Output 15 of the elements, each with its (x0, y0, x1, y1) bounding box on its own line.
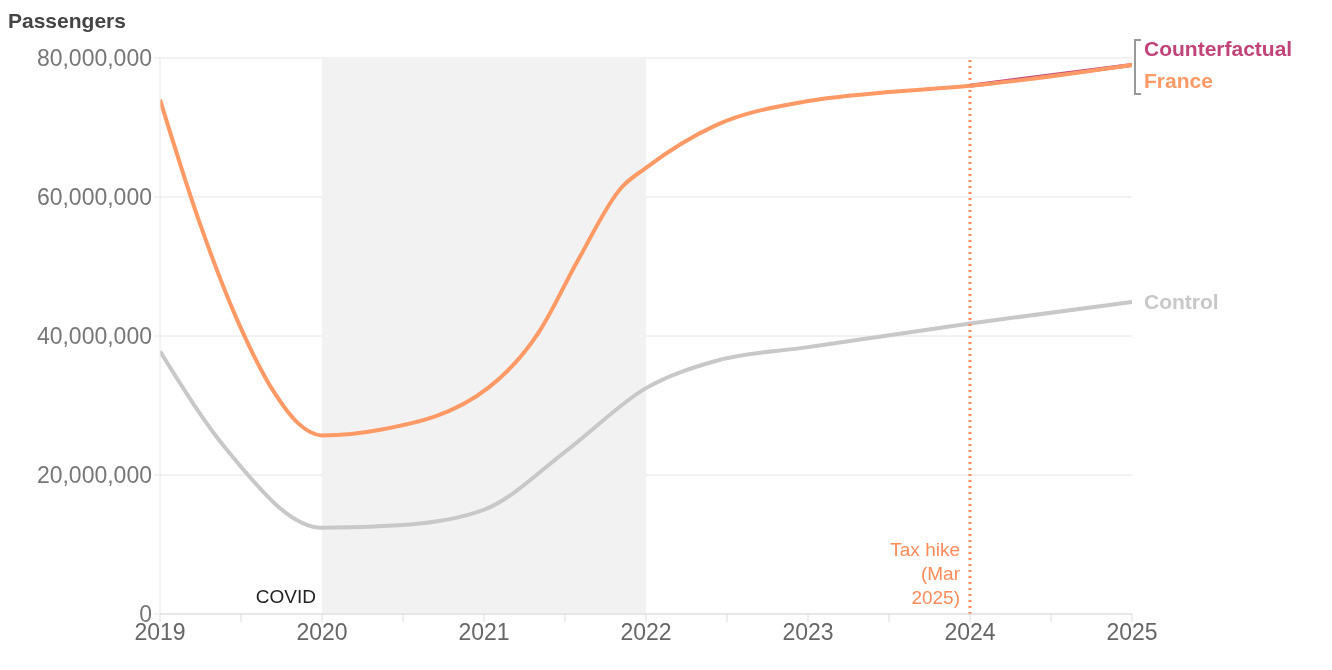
x-tick-label: 2025 (1106, 619, 1158, 646)
x-tick-label: 2022 (620, 619, 672, 646)
y-tick-label: 80,000,000 (36, 45, 152, 72)
y-axis-title: Passengers (8, 9, 126, 32)
band-label: COVID (254, 586, 316, 608)
y-tick-label: 40,000,000 (36, 323, 152, 350)
series-label: France (1144, 68, 1213, 93)
x-tick-label: 2021 (458, 619, 510, 646)
series-label: Counterfactual (1144, 36, 1293, 61)
ref-line-label: Tax hike (Mar 2025) (889, 538, 960, 610)
x-tick-label: 2023 (782, 619, 834, 646)
x-tick-label: 2020 (296, 619, 348, 646)
y-tick-label: 20,000,000 (36, 462, 152, 489)
y-tick-label: 60,000,000 (36, 184, 152, 211)
x-tick-label: 2024 (944, 619, 996, 646)
